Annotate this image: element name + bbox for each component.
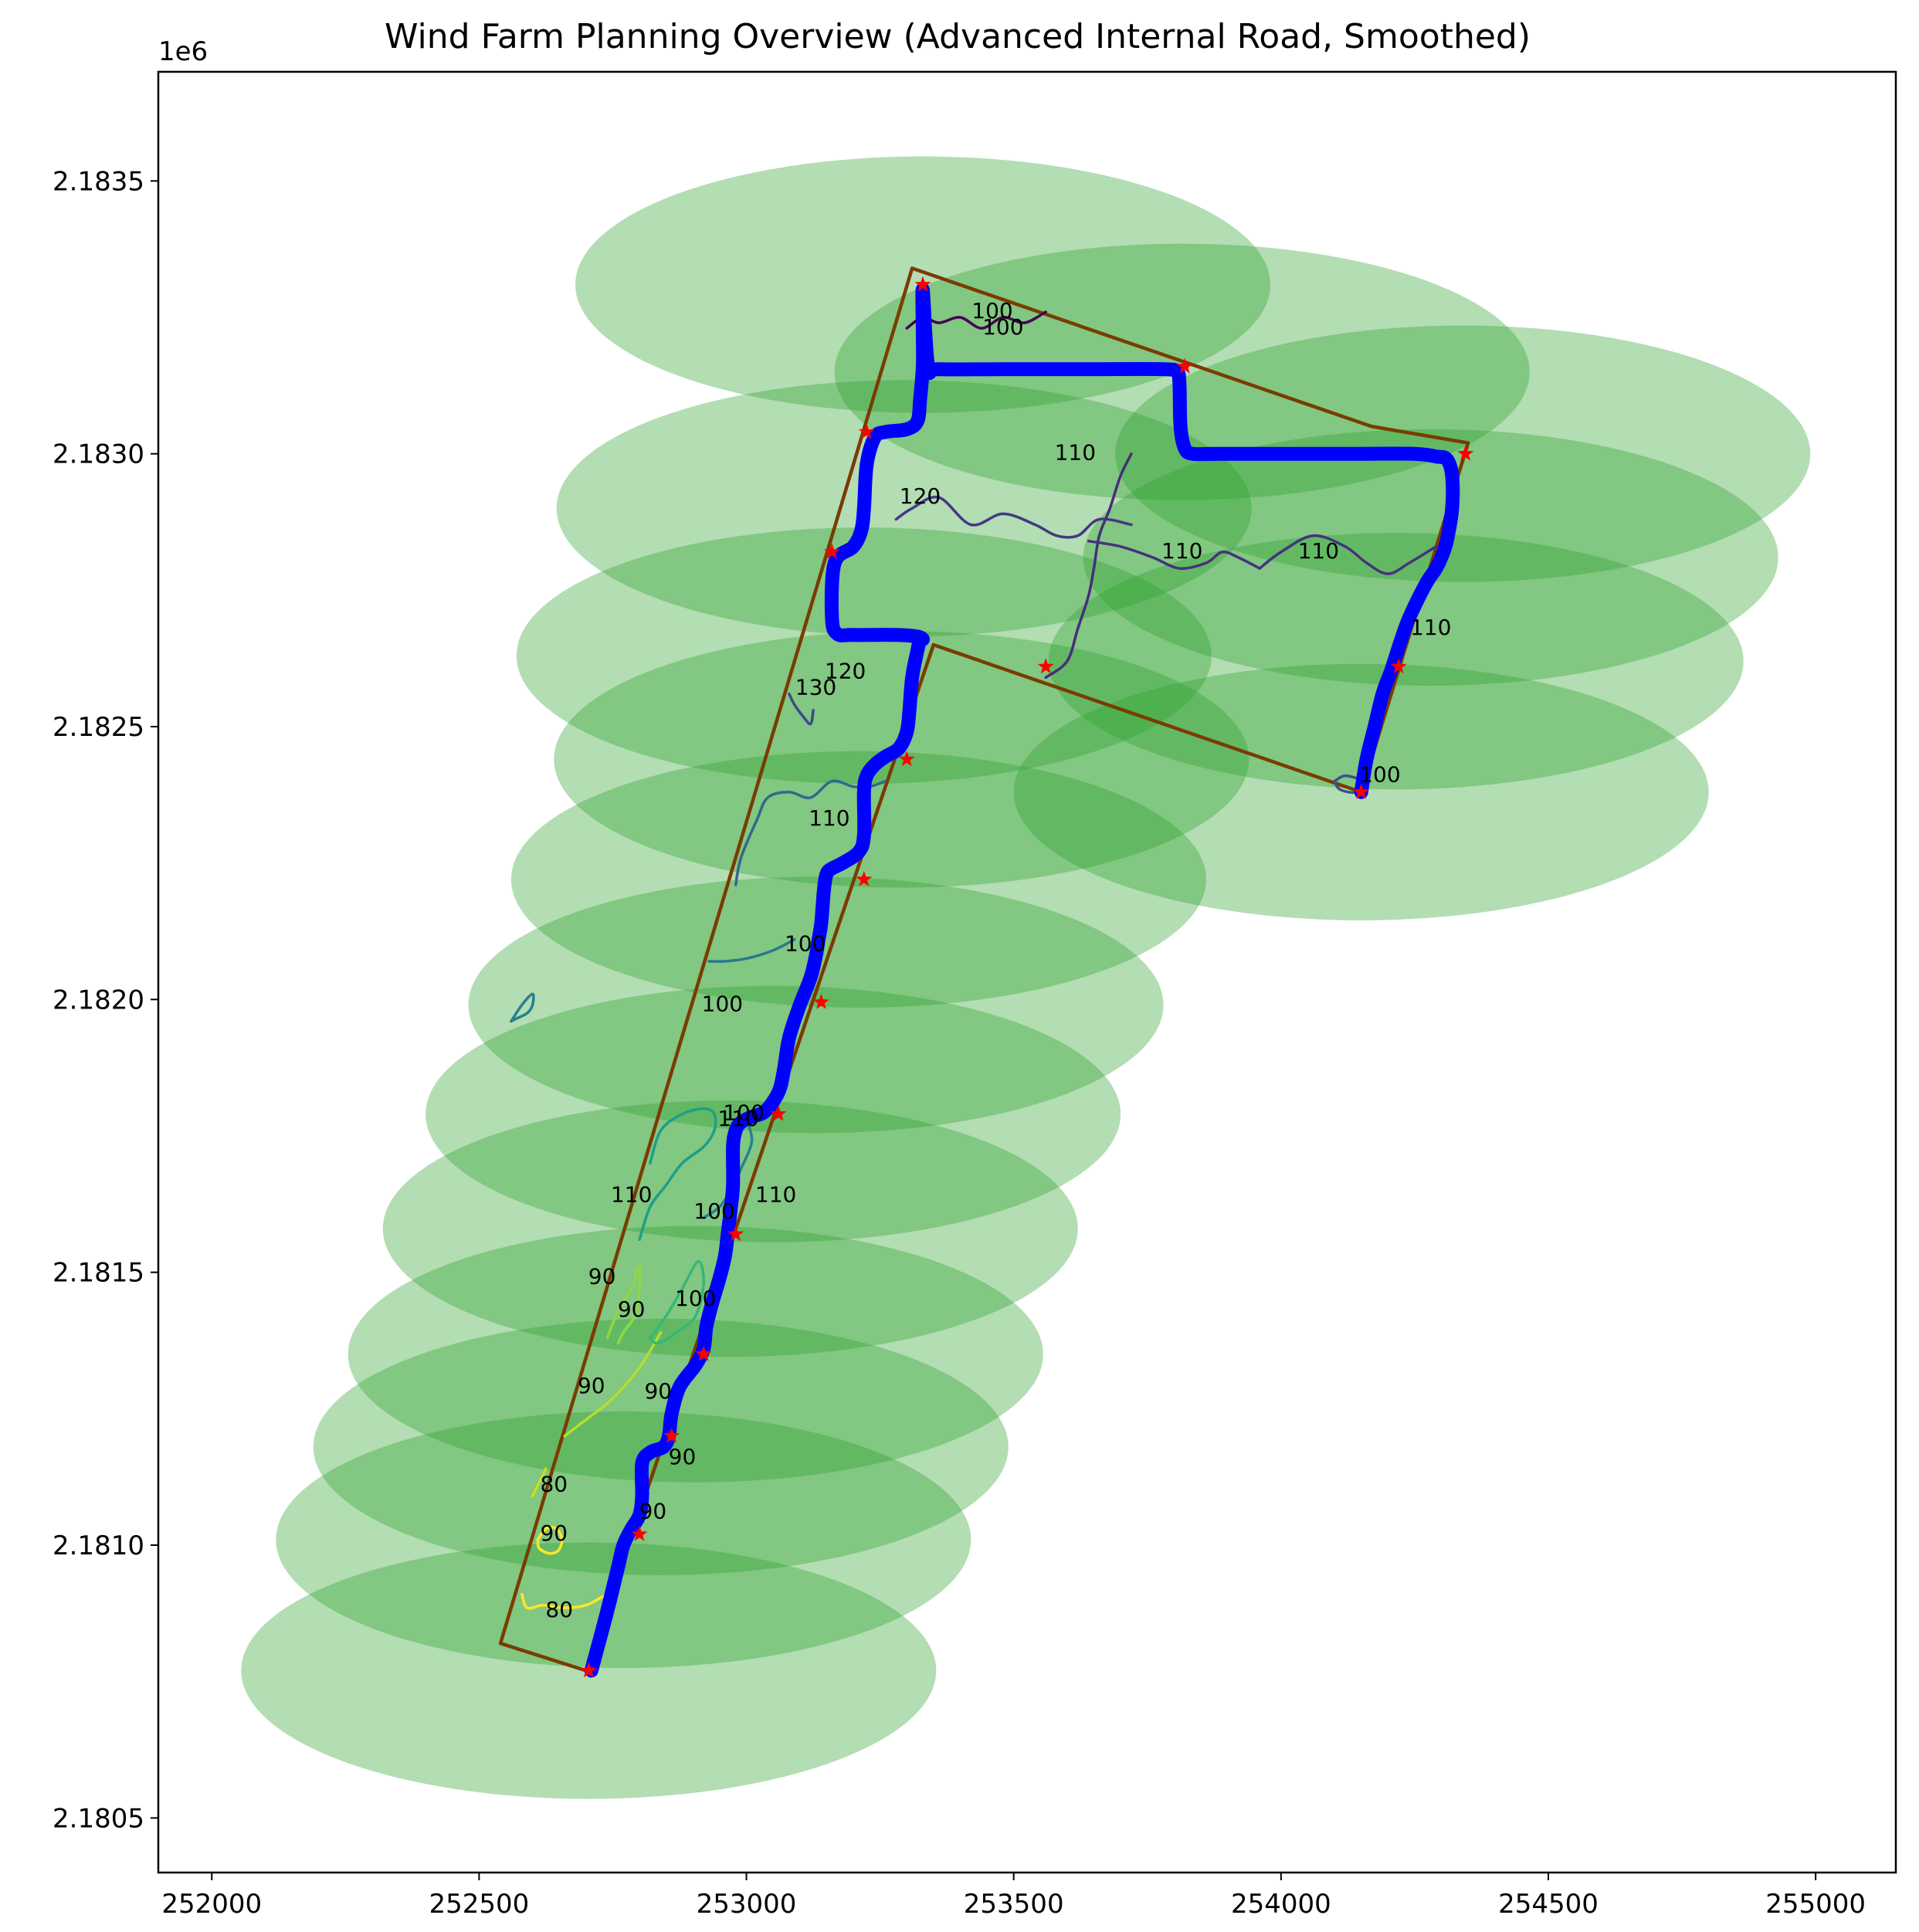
contour-label: 90: [669, 1444, 697, 1469]
contour-line: [1258, 534, 1438, 575]
contour-line: [520, 1587, 620, 1610]
contour-label: 100: [785, 931, 826, 957]
y-tick-label: 2.1835: [53, 166, 144, 197]
contour-line: [788, 692, 815, 726]
y-tick-label: 2.1815: [53, 1258, 144, 1289]
x-tick-label: 252500: [429, 1889, 529, 1920]
x-tick-label: 254500: [1498, 1889, 1599, 1920]
x-tick-label: 253000: [697, 1889, 797, 1920]
turbine-marker: [1353, 783, 1370, 799]
turbine-marker: [1037, 658, 1054, 674]
contour-label: 100: [702, 991, 743, 1016]
y-tick-label: 2.1820: [53, 985, 144, 1015]
contour-label: 90: [639, 1499, 667, 1524]
turbine-buffer-zone: [1083, 429, 1778, 686]
contour-label: 90: [588, 1264, 616, 1290]
turbine-marker: [580, 1662, 597, 1678]
contour-label: 100: [723, 1100, 764, 1126]
contour-label: 130: [795, 675, 836, 700]
contour-label: 100: [982, 314, 1023, 340]
turbine-marker: [695, 1345, 712, 1361]
contour-label: 80: [545, 1597, 573, 1622]
chart-title: Wind Farm Planning Overview (Advanced In…: [385, 17, 1531, 56]
y-tick-label: 2.1810: [53, 1530, 144, 1561]
turbine-buffer-zone: [516, 527, 1212, 785]
turbine-buffer-zone: [556, 380, 1252, 637]
contour-label: 90: [618, 1296, 646, 1322]
contour-label: 120: [900, 483, 941, 509]
contour-label: 100: [1359, 762, 1400, 788]
contour-label: 110: [1410, 615, 1451, 640]
y-tick-label: 2.1830: [53, 439, 144, 470]
x-tick-label: 254000: [1231, 1889, 1331, 1920]
contour-label: 100: [693, 1198, 734, 1224]
contour-label: 100: [971, 298, 1012, 324]
contour-line: [605, 1265, 642, 1345]
turbine-marker: [663, 1427, 680, 1443]
contour-label: 110: [1161, 538, 1202, 564]
turbine-marker: [770, 1105, 787, 1121]
contour-line: [707, 937, 796, 963]
contour-label: 80: [540, 1471, 568, 1496]
turbine-marker: [1457, 445, 1474, 461]
contour-label: 90: [540, 1520, 568, 1546]
contour-label: 110: [809, 805, 849, 831]
contour-label: 110: [1055, 440, 1096, 466]
contour-line: [536, 1526, 564, 1555]
contour-line: [1087, 539, 1261, 571]
plot-frame: [157, 70, 1897, 1874]
x-tick-label: 253500: [964, 1889, 1064, 1920]
turbine-marker: [858, 423, 875, 439]
internal-road: [584, 283, 1460, 1678]
contour-line: [894, 495, 1133, 539]
turbine-marker: [1390, 658, 1407, 674]
contour-line: [510, 992, 535, 1023]
y-tick-label: 2.1805: [53, 1803, 144, 1834]
y-offset-label: 1e6: [158, 36, 208, 67]
contour-label: 90: [578, 1373, 605, 1398]
contour-line: [649, 1259, 705, 1345]
turbine-marker: [1176, 358, 1193, 374]
turbine-marker: [914, 276, 931, 292]
axes: 252000 252500 253000 253500 254000 254500 2550…: [53, 166, 1866, 1920]
contour-label: 100: [675, 1286, 716, 1311]
contour-label: 110: [755, 1182, 796, 1208]
y-tick-label: 2.1825: [53, 712, 144, 743]
contour-label: 110: [1298, 538, 1339, 564]
contour-label: 110: [611, 1182, 652, 1208]
turbine-marker: [898, 751, 915, 767]
turbine-buffer-zone: [510, 751, 1206, 1008]
contour-label: 110: [717, 1106, 758, 1131]
turbine-marker: [823, 543, 840, 559]
contour-line: [531, 1467, 548, 1498]
contour-line: [638, 1107, 717, 1242]
turbine-marker: [727, 1225, 744, 1242]
contour-line: [1044, 452, 1133, 680]
turbine-buffer-zone: [468, 876, 1164, 1134]
contour-line: [563, 1330, 663, 1438]
turbine-marker: [813, 993, 829, 1009]
contour-label: 90: [644, 1378, 672, 1404]
site-boundary: [498, 266, 1470, 1673]
turbine-marker: [856, 870, 873, 886]
x-tick-label: 255000: [1765, 1889, 1866, 1920]
x-tick-label: 252000: [161, 1889, 262, 1920]
turbine-marker: [631, 1525, 648, 1541]
contour-label: 120: [825, 658, 866, 683]
